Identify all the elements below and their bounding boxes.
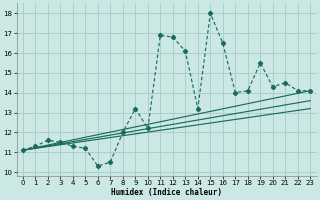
X-axis label: Humidex (Indice chaleur): Humidex (Indice chaleur) (111, 188, 222, 197)
